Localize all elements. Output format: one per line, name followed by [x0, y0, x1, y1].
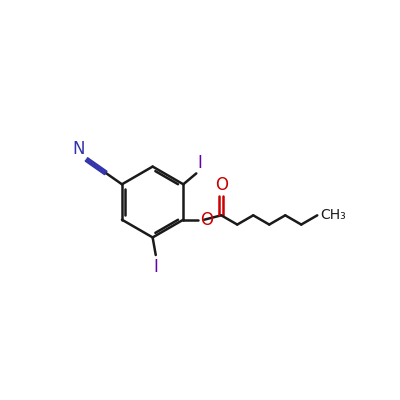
Text: I: I: [153, 258, 158, 276]
Text: N: N: [73, 140, 85, 158]
Text: O: O: [200, 211, 214, 229]
Text: O: O: [215, 176, 228, 194]
Text: CH₃: CH₃: [320, 208, 346, 222]
Text: I: I: [197, 154, 202, 172]
